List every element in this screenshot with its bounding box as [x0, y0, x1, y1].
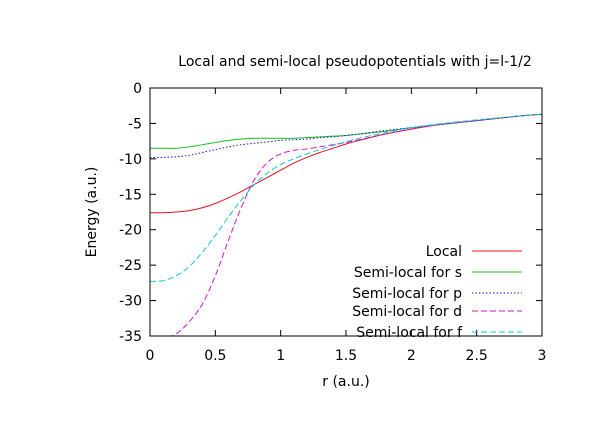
legend-label-3: Semi-local for p: [352, 286, 462, 302]
legend-label-2: Semi-local for s: [354, 265, 462, 281]
y-axis: 0 -5 -10 -15 -20 -25 -30 -35: [119, 81, 542, 345]
chart-title: Local and semi-local pseudopotentials wi…: [178, 54, 531, 70]
legend: Local Semi-local for s Semi-local for p Sem…: [352, 244, 522, 341]
x-axis: 0 0.5 1 1.5 2 2.5 3: [146, 88, 547, 364]
y-tick-label: 0: [133, 81, 142, 97]
x-axis-label: r (a.u.): [322, 374, 369, 390]
series-line-1: [150, 113, 542, 214]
legend-label-1: Local: [426, 244, 462, 260]
x-tick-label: 1.5: [335, 348, 357, 364]
plot-frame: [149, 87, 543, 337]
x-tick-label: 0.5: [204, 348, 226, 364]
x-tick-label: 3: [538, 348, 547, 364]
y-tick-label: -25: [119, 258, 142, 274]
series-line-4: [170, 113, 542, 336]
x-tick-label: 2.5: [466, 348, 488, 364]
series-line-5: [150, 113, 542, 282]
y-tick-label: -5: [128, 116, 142, 132]
y-tick-label: -15: [119, 187, 142, 203]
y-tick-label: -10: [119, 152, 142, 168]
series-layer: [150, 113, 542, 336]
y-axis-label: Energy (a.u.): [84, 167, 100, 258]
x-tick-label: 1: [276, 348, 285, 364]
x-tick-label: 2: [407, 348, 416, 364]
y-tick-label: -30: [119, 294, 142, 310]
y-tick-label: -35: [119, 329, 142, 345]
legend-label-5: Semi-local for f: [356, 325, 463, 341]
x-tick-label: 0: [146, 348, 155, 364]
legend-label-4: Semi-local for d: [352, 304, 462, 320]
y-tick-label: -20: [119, 223, 142, 239]
